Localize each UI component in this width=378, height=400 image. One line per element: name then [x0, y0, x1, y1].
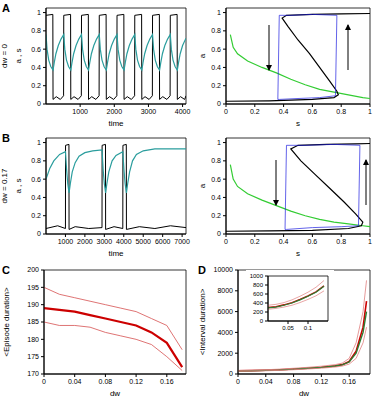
svg-text:0: 0 — [37, 230, 41, 237]
svg-text:0.16: 0.16 — [342, 378, 356, 385]
svg-text:1: 1 — [37, 139, 41, 146]
svg-text:175: 175 — [27, 353, 39, 360]
svg-text:800: 800 — [253, 282, 264, 288]
svg-text:0.8: 0.8 — [31, 27, 41, 34]
svg-text:a: a — [198, 53, 207, 58]
svg-text:0.8: 0.8 — [211, 27, 221, 34]
svg-text:0.6: 0.6 — [31, 46, 41, 53]
svg-text:0.2: 0.2 — [211, 82, 221, 89]
svg-text:0.12: 0.12 — [129, 378, 143, 385]
svg-text:0: 0 — [260, 318, 264, 324]
svg-text:0: 0 — [229, 370, 233, 377]
svg-text:0.4: 0.4 — [211, 64, 221, 71]
svg-text:3000: 3000 — [97, 238, 113, 245]
svg-text:1: 1 — [217, 139, 221, 146]
svg-text:dw: dw — [299, 389, 309, 398]
svg-text:200: 200 — [27, 266, 39, 273]
svg-text:2000: 2000 — [217, 350, 233, 357]
svg-text:0.8: 0.8 — [336, 108, 346, 115]
svg-text:2000: 2000 — [107, 108, 123, 115]
svg-text:0.8: 0.8 — [31, 157, 41, 164]
svg-text:dw = 0.17: dw = 0.17 — [8, 168, 9, 203]
svg-text:6000: 6000 — [155, 238, 171, 245]
svg-text:0: 0 — [217, 100, 221, 107]
svg-text:0.2: 0.2 — [31, 212, 41, 219]
svg-text:195: 195 — [27, 284, 39, 291]
svg-text:a , s: a , s — [14, 178, 23, 193]
svg-text:0.8: 0.8 — [336, 238, 346, 245]
svg-text:1000: 1000 — [250, 273, 264, 279]
svg-text:1: 1 — [37, 9, 41, 16]
svg-text:0.2: 0.2 — [250, 108, 260, 115]
svg-text:0.05: 0.05 — [282, 325, 294, 331]
svg-text:6000: 6000 — [217, 308, 233, 315]
svg-text:0.12: 0.12 — [315, 378, 329, 385]
svg-text:0.1: 0.1 — [304, 325, 313, 331]
svg-text:0.4: 0.4 — [279, 238, 289, 245]
svg-text:3000: 3000 — [141, 108, 157, 115]
svg-text:0.6: 0.6 — [31, 176, 41, 183]
svg-text:2000: 2000 — [77, 238, 93, 245]
svg-text:4000: 4000 — [217, 329, 233, 336]
svg-text:1: 1 — [217, 9, 221, 16]
svg-text:0: 0 — [42, 378, 46, 385]
svg-text:170: 170 — [27, 370, 39, 377]
svg-text:B: B — [8, 132, 10, 144]
svg-text:a: a — [198, 183, 207, 188]
svg-text:5000: 5000 — [135, 238, 151, 245]
svg-text:1: 1 — [368, 108, 370, 115]
svg-text:0.16: 0.16 — [160, 378, 174, 385]
svg-text:185: 185 — [27, 318, 39, 325]
svg-text:time: time — [108, 119, 124, 128]
svg-text:dw = 0: dw = 0 — [8, 44, 9, 68]
svg-text:0.2: 0.2 — [250, 238, 260, 245]
svg-text:0.08: 0.08 — [287, 378, 301, 385]
svg-text:10000: 10000 — [214, 266, 234, 273]
svg-text:<Episode duration>: <Episode duration> — [8, 287, 11, 357]
svg-text:0: 0 — [224, 238, 228, 245]
svg-text:180: 180 — [27, 336, 39, 343]
svg-text:time: time — [108, 249, 124, 258]
svg-text:1000: 1000 — [58, 238, 74, 245]
svg-text:0.6: 0.6 — [211, 46, 221, 53]
svg-text:400: 400 — [253, 300, 264, 306]
svg-text:0.6: 0.6 — [308, 108, 318, 115]
svg-text:200: 200 — [253, 309, 264, 315]
svg-text:0.04: 0.04 — [68, 378, 82, 385]
svg-text:a , s: a , s — [14, 48, 23, 63]
svg-text:A: A — [8, 2, 10, 14]
svg-text:0: 0 — [236, 378, 240, 385]
svg-text:0.4: 0.4 — [31, 64, 41, 71]
svg-text:0.4: 0.4 — [31, 194, 41, 201]
svg-text:0.2: 0.2 — [211, 212, 221, 219]
svg-text:0: 0 — [217, 230, 221, 237]
svg-text:s: s — [296, 119, 300, 128]
svg-text:0.6: 0.6 — [308, 238, 318, 245]
svg-text:0.2: 0.2 — [31, 82, 41, 89]
svg-text:D: D — [198, 264, 206, 276]
svg-text:1: 1 — [368, 238, 370, 245]
svg-text:8000: 8000 — [217, 287, 233, 294]
svg-text:600: 600 — [253, 291, 264, 297]
svg-text:0: 0 — [37, 100, 41, 107]
svg-text:0.4: 0.4 — [279, 108, 289, 115]
svg-text:0.4: 0.4 — [211, 194, 221, 201]
svg-text:0.04: 0.04 — [259, 378, 273, 385]
svg-text:dw: dw — [110, 389, 120, 398]
svg-text:4000: 4000 — [175, 108, 191, 115]
svg-text:190: 190 — [27, 301, 39, 308]
svg-text:s: s — [296, 249, 300, 258]
svg-text:4000: 4000 — [116, 238, 132, 245]
svg-text:<Interval duration>: <Interval duration> — [198, 288, 207, 355]
svg-text:C: C — [8, 264, 10, 276]
svg-text:0: 0 — [224, 108, 228, 115]
svg-text:0.8: 0.8 — [211, 157, 221, 164]
svg-text:7000: 7000 — [174, 238, 190, 245]
svg-text:0.6: 0.6 — [211, 176, 221, 183]
svg-text:1000: 1000 — [72, 108, 88, 115]
svg-text:0.08: 0.08 — [99, 378, 113, 385]
